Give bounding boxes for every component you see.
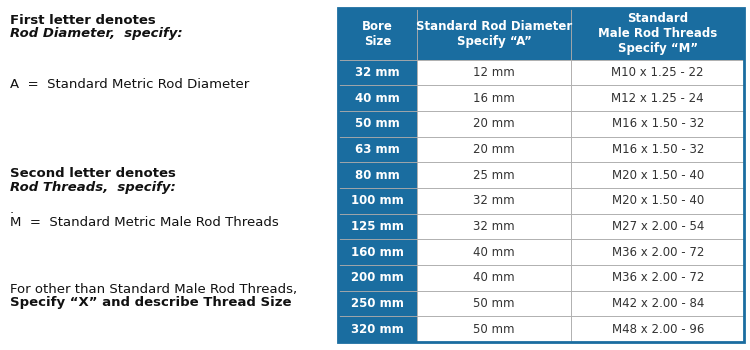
Text: Rod Threads,  specify:: Rod Threads, specify: — [10, 181, 176, 194]
Text: A  =  Standard Metric Rod Diameter: A = Standard Metric Rod Diameter — [10, 78, 249, 91]
Bar — [338, 111, 417, 137]
Text: 40 mm: 40 mm — [473, 246, 514, 259]
Text: 40 mm: 40 mm — [473, 271, 514, 284]
Text: 50 mm: 50 mm — [355, 117, 400, 131]
Text: 63 mm: 63 mm — [355, 143, 400, 156]
Text: For other than Standard Male Rod Threads,: For other than Standard Male Rod Threads… — [10, 283, 297, 296]
Text: Second letter denotes: Second letter denotes — [10, 167, 176, 180]
Bar — [572, 111, 744, 137]
Text: Specify “X” and describe Thread Size: Specify “X” and describe Thread Size — [10, 296, 292, 309]
Text: 16 mm: 16 mm — [473, 92, 515, 105]
Bar — [338, 214, 417, 239]
Text: 50 mm: 50 mm — [473, 297, 514, 310]
Text: M16 x 1.50 - 32: M16 x 1.50 - 32 — [611, 117, 704, 131]
Text: 80 mm: 80 mm — [355, 169, 400, 182]
Text: 200 mm: 200 mm — [351, 271, 404, 284]
Bar — [417, 188, 572, 214]
Text: First letter denotes: First letter denotes — [10, 14, 156, 27]
Text: .: . — [10, 203, 14, 216]
Text: 32 mm: 32 mm — [473, 194, 514, 208]
Bar — [338, 265, 417, 291]
Text: 32 mm: 32 mm — [473, 220, 514, 233]
Text: M16 x 1.50 - 32: M16 x 1.50 - 32 — [611, 143, 704, 156]
Text: M10 x 1.25 - 22: M10 x 1.25 - 22 — [611, 66, 704, 79]
Text: 125 mm: 125 mm — [351, 220, 404, 233]
Bar — [338, 239, 417, 265]
Bar — [572, 162, 744, 188]
Bar — [338, 316, 417, 342]
Text: 32 mm: 32 mm — [355, 66, 400, 79]
Bar — [572, 188, 744, 214]
Bar — [572, 85, 744, 111]
Bar — [572, 239, 744, 265]
Bar — [572, 316, 744, 342]
Text: 320 mm: 320 mm — [351, 323, 404, 336]
Text: 12 mm: 12 mm — [473, 66, 515, 79]
Bar — [338, 291, 417, 316]
Text: 20 mm: 20 mm — [473, 143, 514, 156]
Bar — [338, 8, 744, 342]
Bar — [572, 265, 744, 291]
Bar — [572, 60, 744, 85]
Bar — [417, 265, 572, 291]
Bar — [338, 137, 417, 162]
Bar — [338, 188, 417, 214]
Text: M36 x 2.00 - 72: M36 x 2.00 - 72 — [611, 271, 704, 284]
Bar — [338, 60, 417, 85]
Text: M36 x 2.00 - 72: M36 x 2.00 - 72 — [611, 246, 704, 259]
Text: 25 mm: 25 mm — [473, 169, 514, 182]
Text: Standard Rod Diameter
Specify “A”: Standard Rod Diameter Specify “A” — [416, 20, 572, 48]
Bar — [417, 111, 572, 137]
Text: 20 mm: 20 mm — [473, 117, 514, 131]
Text: M42 x 2.00 - 84: M42 x 2.00 - 84 — [611, 297, 704, 310]
Bar — [417, 239, 572, 265]
Text: Standard
Male Rod Threads
Specify “M”: Standard Male Rod Threads Specify “M” — [598, 12, 717, 55]
Text: 40 mm: 40 mm — [355, 92, 400, 105]
Bar — [338, 85, 417, 111]
Text: M  =  Standard Metric Male Rod Threads: M = Standard Metric Male Rod Threads — [10, 216, 279, 229]
Text: M20 x 1.50 - 40: M20 x 1.50 - 40 — [611, 169, 704, 182]
Bar — [417, 8, 572, 60]
Text: M48 x 2.00 - 96: M48 x 2.00 - 96 — [611, 323, 704, 336]
Bar — [338, 8, 417, 60]
Bar — [572, 137, 744, 162]
Bar — [417, 60, 572, 85]
Bar — [417, 291, 572, 316]
Text: 50 mm: 50 mm — [473, 323, 514, 336]
Text: 100 mm: 100 mm — [351, 194, 404, 208]
Bar — [417, 85, 572, 111]
Text: M12 x 1.25 - 24: M12 x 1.25 - 24 — [611, 92, 704, 105]
Bar — [417, 137, 572, 162]
Text: M27 x 2.00 - 54: M27 x 2.00 - 54 — [611, 220, 704, 233]
Bar — [572, 214, 744, 239]
Bar — [417, 214, 572, 239]
Bar — [338, 162, 417, 188]
Bar — [417, 162, 572, 188]
Text: 250 mm: 250 mm — [351, 297, 404, 310]
Text: 160 mm: 160 mm — [351, 246, 404, 259]
Bar — [572, 291, 744, 316]
Bar — [417, 316, 572, 342]
Text: Rod Diameter,  specify:: Rod Diameter, specify: — [10, 28, 183, 41]
Bar — [572, 8, 744, 60]
Text: M20 x 1.50 - 40: M20 x 1.50 - 40 — [611, 194, 704, 208]
Text: Bore
Size: Bore Size — [362, 20, 393, 48]
